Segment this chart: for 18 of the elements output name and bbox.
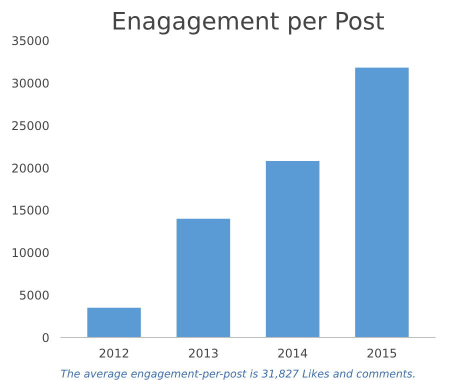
x-tick-label: 2013	[188, 346, 219, 360]
y-tick-label: 25000	[11, 118, 50, 133]
y-tick-label: 20000	[11, 161, 50, 176]
x-tick-label: 2012	[98, 346, 130, 360]
bar	[355, 68, 409, 338]
y-tick-label: 0	[42, 331, 50, 345]
y-tick-label: 5000	[18, 288, 50, 303]
x-tick-label: 2015	[366, 346, 398, 360]
y-tick-label: 35000	[11, 34, 50, 48]
y-tick-label: 30000	[11, 76, 50, 90]
bar	[87, 308, 141, 338]
chart-title: Enagagement per Post	[111, 8, 385, 36]
text: The average engagement-per-post is 31,827 Likes and comments.	[60, 368, 416, 380]
y-tick-label: 10000	[11, 246, 50, 260]
x-tick-label: 2014	[277, 346, 308, 360]
bar	[266, 160, 320, 338]
y-tick-label: 15000	[11, 204, 50, 218]
bar	[176, 218, 230, 338]
